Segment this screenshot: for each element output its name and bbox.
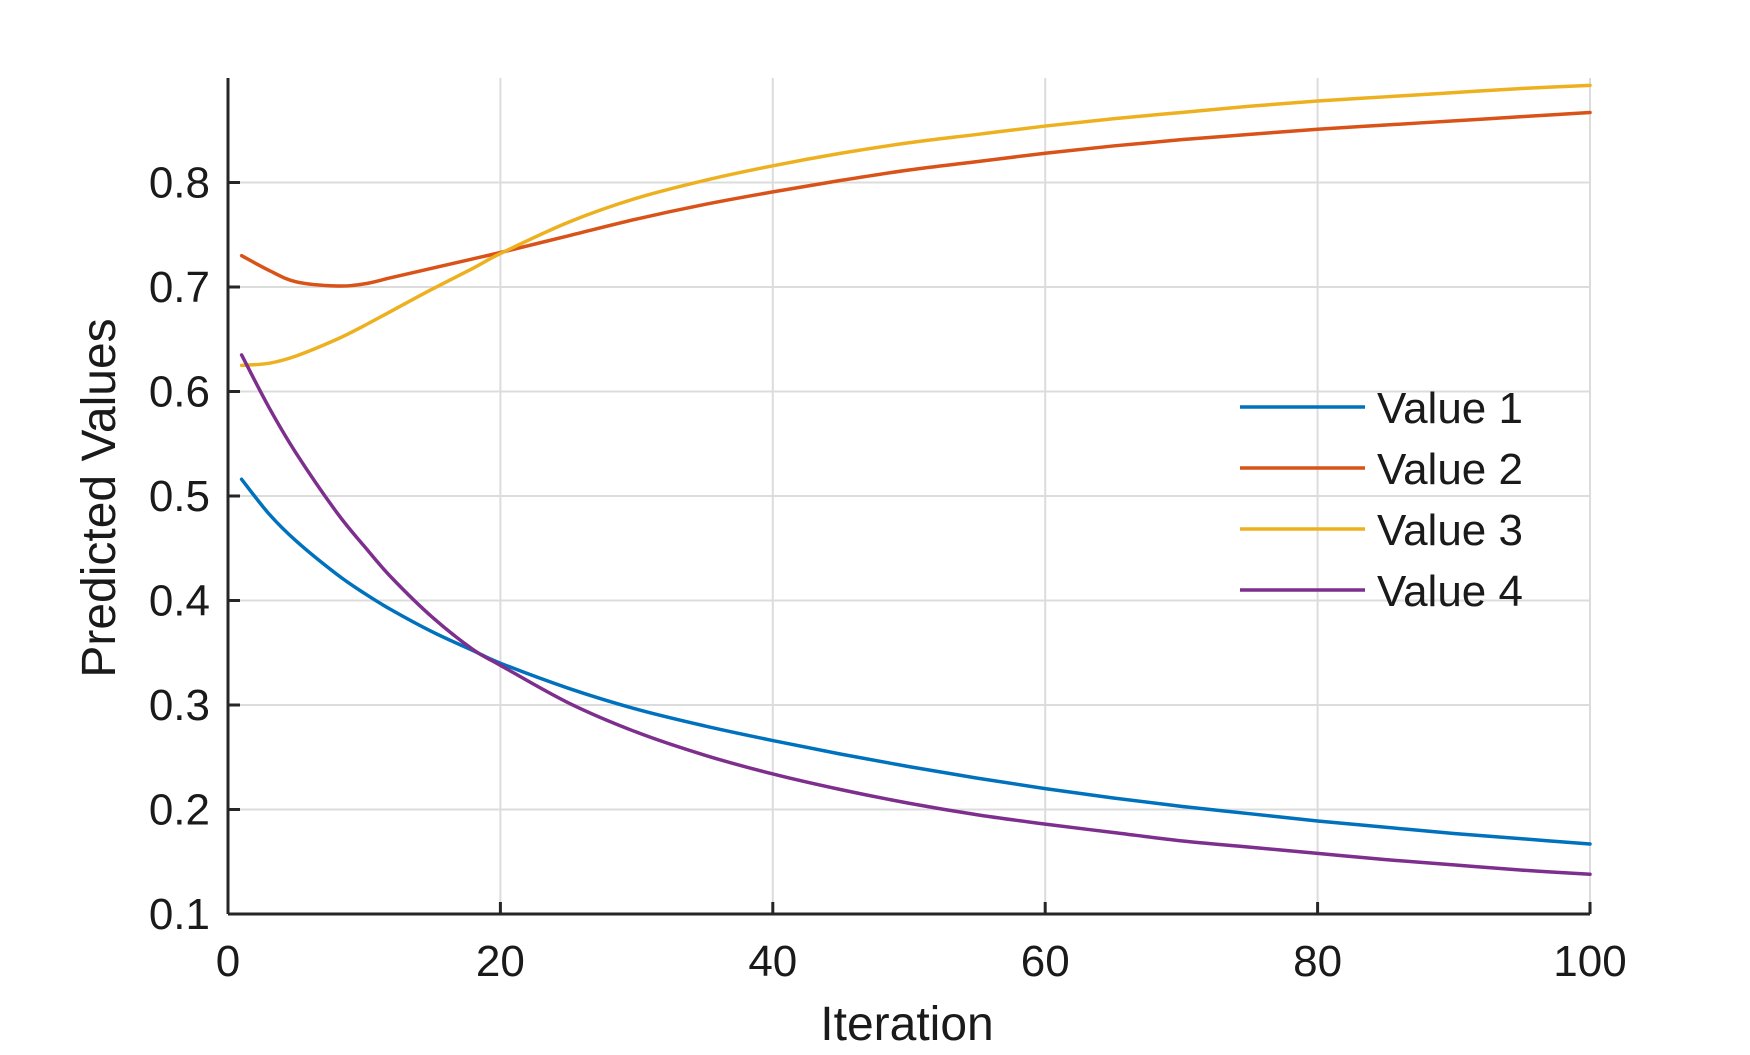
series-line-value-1 [239,477,1592,846]
y-tick-label: 0.7 [149,263,210,312]
legend: Value 1 Value 2 Value 3 Value 4 [1240,384,1523,616]
series-line-value-2 [239,110,1592,288]
legend-label-value-2: Value 2 [1377,445,1523,494]
y-tick-label: 0.8 [149,159,210,208]
x-ticks: 0 20 40 60 80 100 [216,902,1627,986]
y-tick-label: 0.2 [149,786,210,835]
x-axis-label: Iteration [820,998,993,1051]
y-tick-label: 0.5 [149,472,210,521]
y-tick-label: 0.4 [149,577,210,626]
legend-label-value-1: Value 1 [1377,384,1523,433]
y-ticks: 0.1 0.2 0.3 0.4 0.5 0.6 0.7 0.8 [149,159,240,939]
y-axis-label: Predicted Values [73,318,126,677]
x-tick-label: 100 [1553,937,1626,986]
grid [228,78,1591,914]
series-line-value-4 [239,353,1592,877]
x-tick-label: 0 [216,937,240,986]
x-tick-label: 60 [1021,937,1070,986]
y-tick-label: 0.1 [149,890,210,939]
y-tick-label: 0.3 [149,681,210,730]
legend-label-value-4: Value 4 [1377,567,1523,616]
series-line-value-3 [239,83,1592,368]
x-tick-label: 20 [476,937,525,986]
y-tick-label: 0.6 [149,368,210,417]
x-tick-label: 40 [748,937,797,986]
legend-label-value-3: Value 3 [1377,506,1523,555]
x-tick-label: 80 [1293,937,1342,986]
series-lines [239,83,1592,877]
